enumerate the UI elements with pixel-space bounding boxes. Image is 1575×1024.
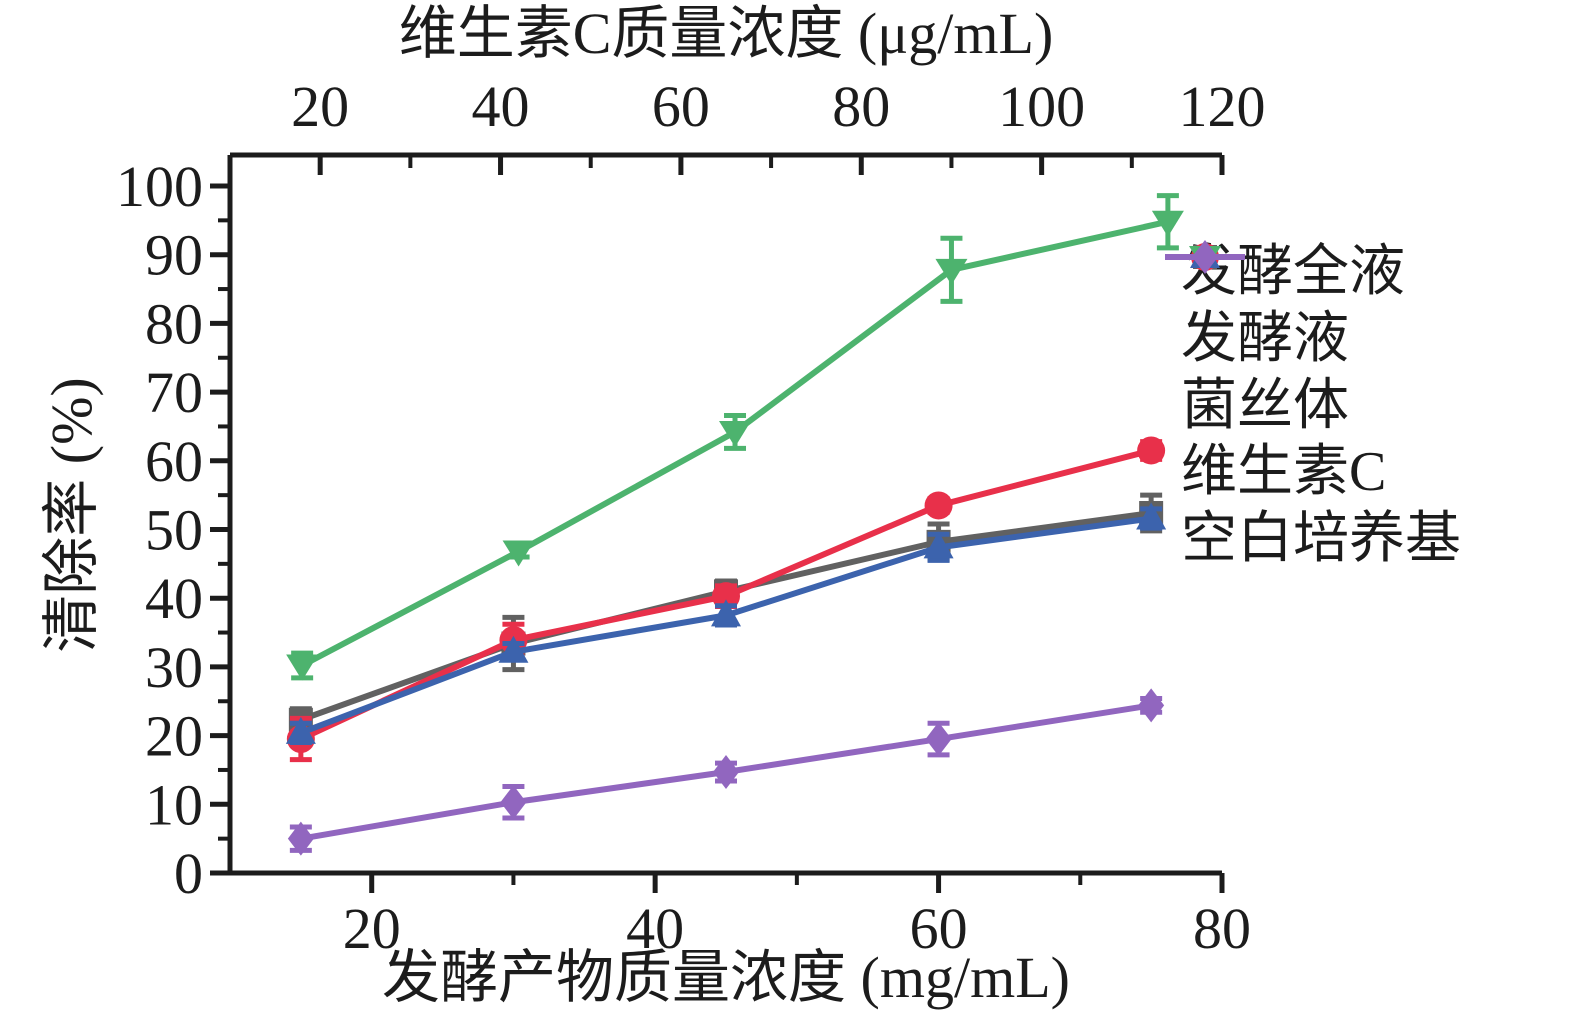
marker-triangle-down-icon (719, 420, 752, 447)
bottom-tick-label: 60 (910, 896, 968, 961)
marker-triangle-up-icon (711, 599, 741, 627)
bottom-tick-label: 40 (626, 896, 684, 961)
marker-triangle-down-icon (1151, 210, 1184, 237)
plot-frame (227, 152, 1222, 876)
legend-item-fermentation-whole: 发酵全液 (1163, 233, 1461, 303)
top-tick-label: 20 (291, 74, 349, 139)
y-tick-label: 20 (145, 704, 203, 769)
series-vitamin-c (286, 193, 1184, 681)
series-mycelium (285, 502, 1167, 745)
y-tick-label: 40 (145, 566, 203, 631)
marker-triangle-up-icon (285, 716, 316, 744)
bottom-axis-title: 发酵产物质量浓度 (mg/mL) (382, 945, 1070, 1010)
legend-label: 空白培养基 (1181, 508, 1461, 571)
y-tick-label: 10 (145, 772, 203, 837)
series-fermentation-broth (286, 436, 1166, 763)
marker-triangle-up-icon (923, 531, 954, 559)
marker-diamond-icon (713, 755, 739, 790)
marker-triangle-down-icon (935, 258, 968, 285)
legend-label: 发酵液 (1181, 307, 1349, 370)
bottom-tick-label: 80 (1193, 896, 1251, 961)
y-tick-label: 70 (145, 360, 203, 425)
legend-item-blank-medium: 空白培养基 (1163, 240, 1461, 570)
top-tick-label: 100 (998, 74, 1085, 139)
legend-item-vitamin-c: 维生素C (1163, 246, 1461, 503)
y-tick-label: 90 (145, 223, 203, 288)
y-tick-label: 80 (145, 291, 203, 356)
marker-diamond-icon (1138, 688, 1165, 723)
y-tick-label: 60 (145, 429, 203, 494)
y-tick-label: 30 (145, 635, 203, 700)
marker-diamond-icon (925, 722, 952, 757)
top-tick-label: 60 (652, 74, 710, 139)
marker-diamond-icon (287, 821, 314, 856)
y-tick-label: 0 (174, 841, 203, 906)
axes (210, 152, 1225, 893)
marker-triangle-up-icon (498, 635, 529, 663)
legend: 发酵全液 发酵液 菌丝体 维生素C 空白培养基 (1163, 233, 1461, 570)
legend-item-fermentation-broth: 发酵液 (1163, 243, 1461, 370)
bottom-tick-label: 20 (343, 896, 401, 961)
marker-circle-icon (712, 582, 740, 611)
top-tick-label: 40 (472, 74, 530, 139)
marker-triangle-down-icon (502, 540, 535, 567)
y-tick-label: 50 (145, 498, 203, 563)
marker-triangle-up-icon (1136, 502, 1167, 530)
top-tick-label: 80 (832, 74, 890, 139)
legend-label: 菌丝体 (1181, 374, 1349, 437)
legend-label: 维生素C (1181, 441, 1387, 504)
marker-circle-icon (924, 491, 953, 520)
top-axis-title: 维生素C质量浓度 (μg/mL) (398, 1, 1054, 66)
marker-diamond-icon (1192, 240, 1218, 274)
legend-marker-diamond-icon (1165, 240, 1245, 274)
top-tick-label: 120 (1179, 74, 1266, 139)
legend-item-mycelium: 菌丝体 (1163, 241, 1461, 437)
marker-diamond-icon (500, 785, 527, 820)
marker-circle-icon (1137, 436, 1166, 465)
legend-label: 发酵全液 (1181, 240, 1405, 303)
series-blank-medium (287, 688, 1165, 856)
y-axis-title: 清除率 (%) (39, 377, 105, 653)
y-tick-label: 100 (116, 154, 203, 219)
marker-triangle-down-icon (286, 654, 319, 681)
